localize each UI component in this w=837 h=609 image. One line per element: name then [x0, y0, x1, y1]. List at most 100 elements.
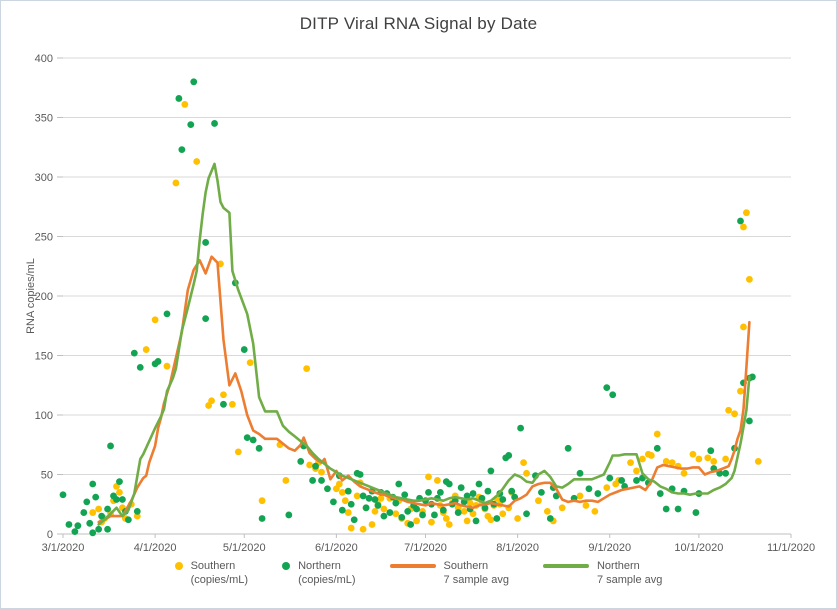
- scatter-point-southern: [725, 406, 732, 414]
- legend-label: Southern: [443, 560, 489, 572]
- scatter-point-northern: [83, 498, 91, 506]
- scatter-point-southern: [142, 346, 150, 353]
- scatter-point-southern: [487, 516, 495, 524]
- scatter-point-northern: [748, 373, 756, 381]
- scatter-point-southern: [95, 505, 103, 513]
- scatter-point-southern: [377, 494, 385, 502]
- scatter-point-southern: [647, 452, 655, 459]
- scatter-point-northern: [594, 490, 602, 497]
- avg-line-southern: [97, 255, 751, 524]
- scatter-point-northern: [113, 496, 120, 503]
- scatter-point-northern: [347, 500, 355, 508]
- scatter-point-southern: [89, 509, 97, 516]
- scatter-point-southern: [603, 484, 611, 491]
- legend-item-northern-points: Northern (copies/mL): [282, 559, 356, 588]
- scatter-point-northern: [692, 509, 700, 516]
- x-tick-label: 7/1/2020: [404, 542, 447, 554]
- scatter-point-northern: [395, 480, 403, 488]
- scatter-point-southern: [737, 387, 744, 395]
- scatter-point-southern: [220, 391, 227, 399]
- scatter-point-southern: [306, 461, 314, 469]
- avg-line-northern: [97, 162, 751, 526]
- scatter-point-northern: [98, 512, 106, 520]
- scatter-point-northern: [249, 436, 257, 444]
- scatter-point-northern: [107, 442, 114, 450]
- scatter-point-northern: [365, 494, 373, 502]
- scatter-point-southern: [743, 209, 750, 217]
- scatter-point-southern: [591, 507, 599, 515]
- scatter-point-southern: [151, 316, 159, 324]
- scatter-point-southern: [689, 450, 697, 458]
- scatter-point-northern: [463, 492, 471, 500]
- scatter-point-southern: [434, 477, 441, 484]
- scatter-point-northern: [104, 505, 111, 513]
- scatter-point-southern: [353, 492, 361, 500]
- southern-avg-line-swatch-icon: [389, 564, 436, 568]
- scatter-point-southern: [463, 517, 471, 525]
- y-tick-label: 150: [35, 351, 53, 363]
- scatter-point-northern: [374, 502, 382, 509]
- scatter-point-southern: [582, 502, 590, 509]
- scatter-point-southern: [653, 430, 661, 438]
- scatter-point-northern: [493, 515, 501, 522]
- scatter-point-northern: [285, 511, 293, 519]
- scatter-point-northern: [243, 434, 251, 442]
- scatter-point-northern: [469, 490, 477, 497]
- scatter-point-northern: [116, 478, 123, 486]
- scatter-point-northern: [330, 498, 337, 506]
- scatter-point-southern: [639, 455, 646, 463]
- scatter-point-northern: [674, 505, 682, 513]
- scatter-point-southern: [359, 525, 367, 533]
- scatter-point-southern: [163, 362, 171, 370]
- scatter-point-northern: [220, 400, 227, 408]
- scatter-point-southern: [460, 507, 468, 515]
- scatter-point-northern: [190, 78, 198, 86]
- scatter-point-northern: [312, 462, 319, 470]
- legend-label: Southern: [190, 560, 236, 572]
- scatter-point-northern: [104, 525, 111, 533]
- scatter-point-northern: [163, 310, 171, 318]
- scatter-point-southern: [380, 505, 388, 513]
- scatter-point-northern: [445, 480, 453, 488]
- scatter-point-northern: [746, 417, 753, 425]
- scatter-point-southern: [627, 459, 634, 466]
- scatter-point-southern: [442, 515, 450, 522]
- scatter-point-southern: [680, 469, 688, 477]
- scatter-point-northern: [86, 519, 94, 527]
- scatter-point-northern: [564, 444, 572, 452]
- scatter-point-northern: [124, 516, 132, 524]
- scatter-point-southern: [335, 480, 343, 488]
- scatter-point-southern: [425, 473, 432, 481]
- scatter-point-northern: [508, 487, 516, 495]
- x-tick-label: 4/1/2020: [134, 542, 177, 554]
- chart-title: DITP Viral RNA Signal by Date: [299, 14, 538, 33]
- scatter-point-northern: [297, 458, 305, 465]
- scatter-point-northern: [89, 529, 97, 537]
- legend-sublabel: (copies/mL): [298, 574, 356, 587]
- legend-label: Northern: [596, 560, 640, 572]
- legend-item-northern-avg: Northern 7 sample avg: [542, 559, 662, 588]
- scatter-point-southern: [466, 499, 474, 507]
- legend-sublabel: (copies/mL): [190, 574, 249, 587]
- scatter-point-northern: [523, 510, 530, 518]
- x-tick-label: 10/1/2020: [674, 542, 723, 554]
- scatter-point-southern: [116, 488, 123, 496]
- scatter-point-northern: [371, 496, 379, 503]
- scatter-point-northern: [92, 493, 100, 501]
- scatter-point-southern: [234, 448, 242, 456]
- scatter-point-northern: [413, 505, 420, 513]
- scatter-point-northern: [436, 488, 444, 496]
- scatter-point-southern: [344, 509, 352, 516]
- scatter-point-northern: [517, 424, 524, 432]
- scatter-point-northern: [472, 517, 480, 525]
- scatter-point-southern: [228, 400, 236, 408]
- scatter-point-southern: [695, 455, 703, 463]
- southern-dot-swatch-icon: [174, 562, 183, 570]
- scatter-point-northern: [59, 491, 67, 499]
- scatter-point-northern: [707, 447, 715, 455]
- scatter-point-northern: [484, 487, 492, 495]
- scatter-point-northern: [309, 477, 316, 484]
- scatter-point-southern: [392, 510, 400, 518]
- scatter-point-northern: [538, 488, 545, 496]
